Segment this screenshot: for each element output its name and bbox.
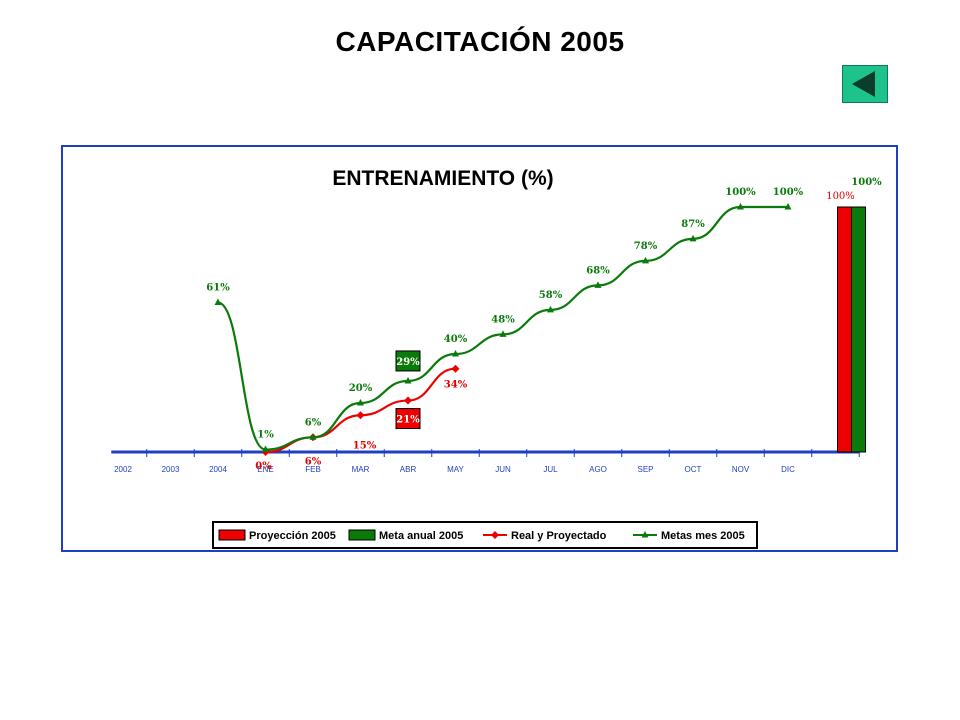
legend-swatch-proyecci-n-2005 (218, 529, 246, 541)
x-tick-label-may: MAY (447, 465, 464, 474)
point-metas-mes-2005-mar (357, 399, 364, 406)
point-metas-mes-2005-dic (784, 203, 792, 210)
label-metas-mes-2005-nov: 100% (725, 187, 756, 198)
x-tick-label-dic: DIC (781, 465, 795, 474)
point-metas-mes-2005-oct (689, 234, 697, 242)
x-tick-label-oct: OCT (685, 465, 702, 474)
label-real-y-proyectado-abr: 21% (396, 415, 420, 426)
legend-marker-real-y-proyectado (491, 531, 499, 539)
chart-frame: ENTRENAMIENTO (%) 2002 2003 2004 ENE FEB MAR A… (61, 145, 898, 552)
point-real-y-proyectado-may (451, 364, 460, 373)
legend-label-proyecci-n-2005: Proyección 2005 (249, 530, 336, 542)
point-metas-mes-2005-feb (309, 433, 317, 440)
legend-box (212, 521, 758, 549)
x-tick-label-abr: ABR (400, 465, 417, 474)
label-metas-mes-2005-ene: 1% (257, 430, 274, 441)
x-tick-label-mar: MAR (352, 465, 370, 474)
page-title: CAPACITACIÓN 2005 (335, 26, 625, 57)
label-metas-mes-2005-may: 40% (444, 334, 468, 345)
bar-label-proyecci-n-2005: 100% (826, 191, 855, 202)
label-metas-mes-2005-mar: 20% (349, 383, 373, 394)
x-tick-label-2004: 2004 (209, 465, 227, 474)
label-real-y-proyectado-may: 34% (444, 380, 468, 391)
label-metas-mes-2005-ago: 68% (586, 265, 610, 276)
point-metas-mes-2005-jul (547, 305, 554, 313)
chart-svg: ENTRENAMIENTO (%) 2002 2003 2004 ENE FEB MAR A… (111, 167, 882, 549)
bar-proyecci-n-2005 (837, 206, 852, 453)
point-metas-mes-2005-nov (737, 203, 744, 210)
point-metas-mes-2005-2004 (214, 298, 222, 306)
x-tick-label-sep: SEP (637, 465, 653, 474)
legend: Proyección 2005 Meta anual 2005 Real y Pro… (212, 521, 758, 549)
point-metas-mes-2005-may (452, 350, 459, 357)
legend-marker-metas-mes-2005 (641, 531, 649, 538)
x-tick-label-nov: NOV (732, 465, 750, 474)
label-metas-mes-2005-2004: 61% (206, 283, 230, 294)
x-tick-label-jul: JUL (543, 465, 558, 474)
back-button[interactable] (842, 65, 888, 103)
point-real-y-proyectado-mar (356, 411, 365, 420)
point-real-y-proyectado-abr (404, 396, 412, 405)
lines (214, 203, 792, 456)
bars (837, 206, 866, 453)
label-real-y-proyectado-ene: 0% (255, 461, 272, 472)
label-real-y-proyectado-feb: 6% (305, 456, 322, 467)
legend-swatch-meta-anual-2005 (348, 529, 376, 541)
x-tick-label-jun: JUN (495, 465, 511, 474)
label-metas-mes-2005-sep: 78% (634, 241, 658, 252)
x-tick-label-ene: ENE (257, 465, 273, 474)
label-metas-mes-2005-abr: 29% (396, 357, 420, 368)
bar-meta-anual-2005 (851, 206, 866, 453)
label-box-real-y-proyectado-abr (395, 408, 421, 430)
chart-title: ENTRENAMIENTO (%) (332, 167, 553, 190)
label-metas-mes-2005-jul: 58% (539, 290, 563, 301)
x-tick-label-feb: FEB (305, 465, 321, 474)
label-box-metas-mes-2005-abr (395, 350, 421, 372)
legend-label-meta-anual-2005: Meta anual 2005 (379, 530, 463, 542)
triangle-left-icon (852, 71, 875, 97)
bar-label-meta-anual-2005: 100% (851, 177, 882, 188)
point-metas-mes-2005-sep (642, 256, 649, 264)
point-metas-mes-2005-ago (594, 281, 602, 288)
label-metas-mes-2005-dic: 100% (773, 187, 804, 198)
legend-label-metas-mes-2005: Metas mes 2005 (661, 530, 745, 542)
x-tick-label-ago: AGO (589, 465, 607, 474)
x-axis: 2002 2003 2004 ENE FEB MAR ABR MAY JUN JUL AGO SEP O… (111, 449, 860, 474)
label-metas-mes-2005-oct: 87% (681, 219, 705, 230)
label-metas-mes-2005-feb: 6% (305, 417, 322, 428)
point-metas-mes-2005-jun (499, 330, 507, 337)
x-tick-label-2003: 2003 (162, 465, 180, 474)
label-metas-mes-2005-jun: 48% (491, 314, 515, 325)
data-labels: 100% 100% 0% 6% 15% 21% 34% 61% 1% 6% 20% 29% 40% 48%… (206, 177, 882, 472)
legend-label-real-y-proyectado: Real y Proyectado (511, 530, 607, 542)
point-metas-mes-2005-abr (404, 376, 412, 384)
x-tick-label-2002: 2002 (114, 465, 132, 474)
point-metas-mes-2005-ene (262, 445, 269, 453)
label-real-y-proyectado-mar: 15% (353, 440, 377, 451)
line-metas-mes-2005 (217, 205, 788, 451)
